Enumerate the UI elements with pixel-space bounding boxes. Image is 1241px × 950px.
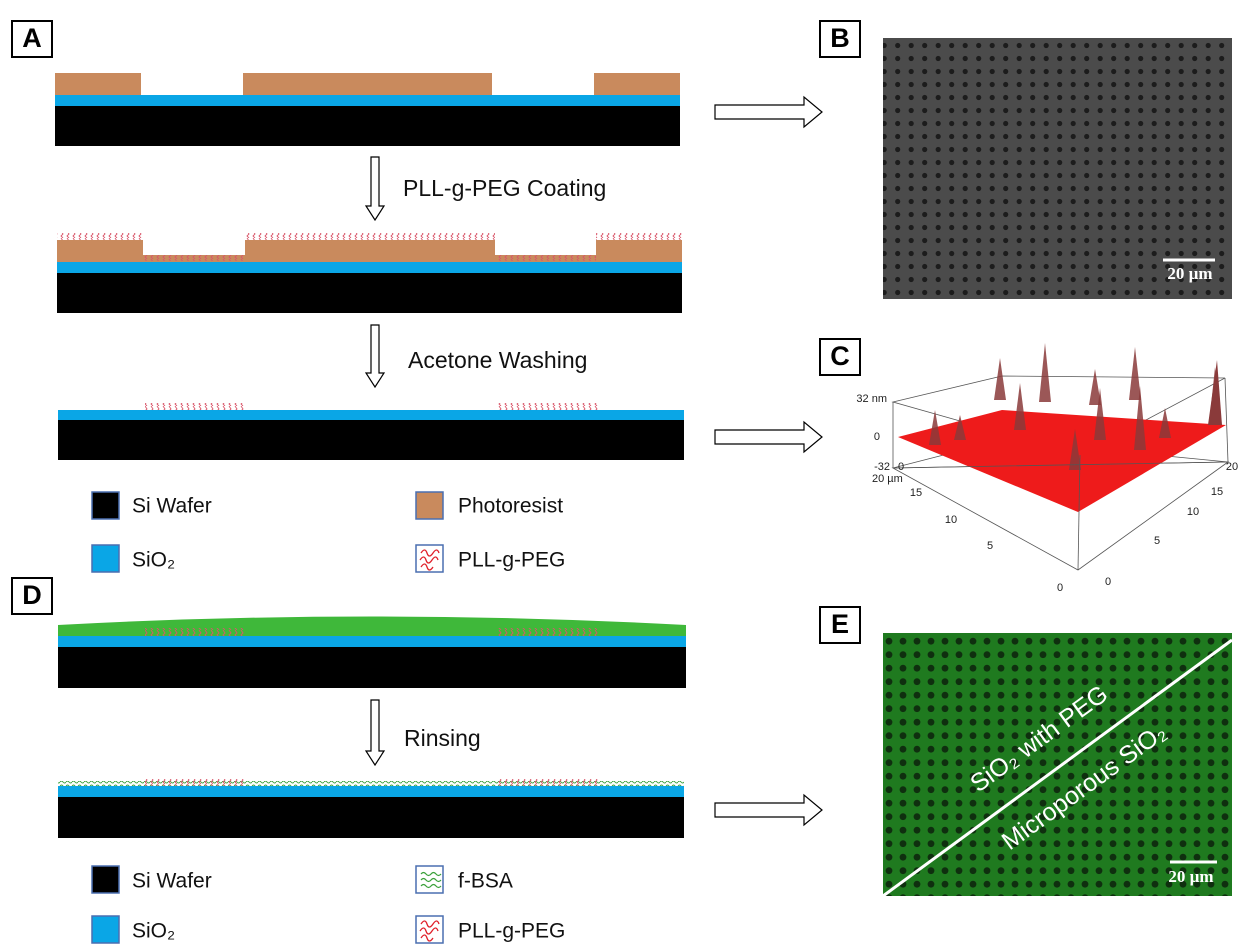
- axis-tick-label: 15: [910, 487, 922, 499]
- photoresist: [55, 73, 141, 95]
- pll-g-peg: [143, 255, 245, 261]
- red-surface: [898, 410, 1226, 512]
- pll-g-peg: [145, 628, 245, 636]
- legend-label: PLL-g-PEG: [458, 549, 565, 572]
- panel-label: D: [22, 580, 42, 610]
- scale-bar-label: 20 µm: [1167, 264, 1212, 283]
- axis-tick-label: 0: [1057, 582, 1063, 594]
- si-wafer: [58, 647, 686, 688]
- axis-tick-label: 5: [1154, 535, 1160, 547]
- legend-label: SiO₂: [132, 920, 175, 943]
- axis-tick-label: 15: [1211, 486, 1223, 498]
- legend-swatch: [416, 492, 443, 519]
- photoresist: [596, 240, 682, 262]
- panel-label: E: [831, 609, 849, 639]
- sio2-layer: [55, 95, 680, 106]
- sio2-layer: [58, 410, 684, 420]
- axis-tick-label: 5: [987, 540, 993, 552]
- sio2-layer: [58, 786, 684, 797]
- scale-bar-label: 20 µm: [1168, 867, 1213, 886]
- legend-swatch: [92, 916, 119, 943]
- photoresist: [57, 240, 143, 262]
- right-arrow: [715, 795, 822, 825]
- photoresist: [245, 240, 495, 262]
- down-arrow: [366, 700, 384, 765]
- pll-g-peg: [498, 403, 600, 410]
- axis-tick-label: 20: [1226, 461, 1238, 473]
- pll-g-peg: [145, 403, 245, 410]
- legend-label: Si Wafer: [132, 495, 212, 518]
- si-wafer: [55, 106, 680, 146]
- spike: [1039, 343, 1051, 402]
- step-label: PLL-g-PEG Coating: [403, 175, 606, 201]
- pll-g-peg: [57, 233, 143, 240]
- legend-swatch: [92, 545, 119, 572]
- figure: A B C D E PLL-g-PEG Coating Acetone Washing Si …: [0, 0, 1241, 945]
- axis-tick-label: 0: [1105, 576, 1111, 588]
- spike: [994, 358, 1006, 400]
- spike: [1014, 383, 1026, 430]
- legend-swatch: [416, 866, 443, 893]
- pll-g-peg: [498, 628, 600, 636]
- axis-tick-label: 0: [898, 461, 904, 473]
- legend-label: f-BSA: [458, 870, 513, 893]
- axis-tick-label: 10: [945, 514, 957, 526]
- pll-g-peg: [495, 255, 596, 261]
- legend-label: SiO₂: [132, 549, 175, 572]
- legend-swatch: [92, 866, 119, 893]
- legend-swatch: [416, 916, 443, 943]
- down-arrow: [366, 325, 384, 387]
- spike: [1129, 347, 1141, 400]
- legend-swatch: [416, 545, 443, 572]
- panel-label: C: [830, 341, 850, 371]
- pll-g-peg: [596, 233, 682, 240]
- sio2-layer: [58, 636, 686, 647]
- si-wafer: [58, 797, 684, 838]
- legend-label: PLL-g-PEG: [458, 920, 565, 943]
- pll-g-peg: [245, 233, 495, 240]
- axis-tick-label: -32: [874, 461, 890, 473]
- panel-label: A: [22, 23, 42, 53]
- photoresist: [594, 73, 680, 95]
- axis-tick-label: 32 nm: [856, 393, 887, 405]
- sio2-layer: [57, 262, 682, 273]
- legend-label: Si Wafer: [132, 870, 212, 893]
- down-arrow: [366, 157, 384, 220]
- step-label: Acetone Washing: [408, 347, 587, 373]
- axis-tick-label: 20 µm: [872, 473, 903, 485]
- box-edge: [1225, 378, 1228, 462]
- right-arrow: [715, 97, 822, 127]
- axis-tick-label: 0: [874, 431, 880, 443]
- step-label: Rinsing: [404, 725, 481, 751]
- panel-label: B: [830, 23, 850, 53]
- axis-tick-label: 10: [1187, 506, 1199, 518]
- legend-label: Photoresist: [458, 495, 563, 518]
- si-wafer: [58, 420, 684, 460]
- pll-g-peg: [145, 779, 245, 786]
- pll-g-peg: [498, 779, 600, 786]
- legend-swatch: [92, 492, 119, 519]
- photoresist: [243, 73, 492, 95]
- right-arrow: [715, 422, 822, 452]
- si-wafer: [57, 273, 682, 313]
